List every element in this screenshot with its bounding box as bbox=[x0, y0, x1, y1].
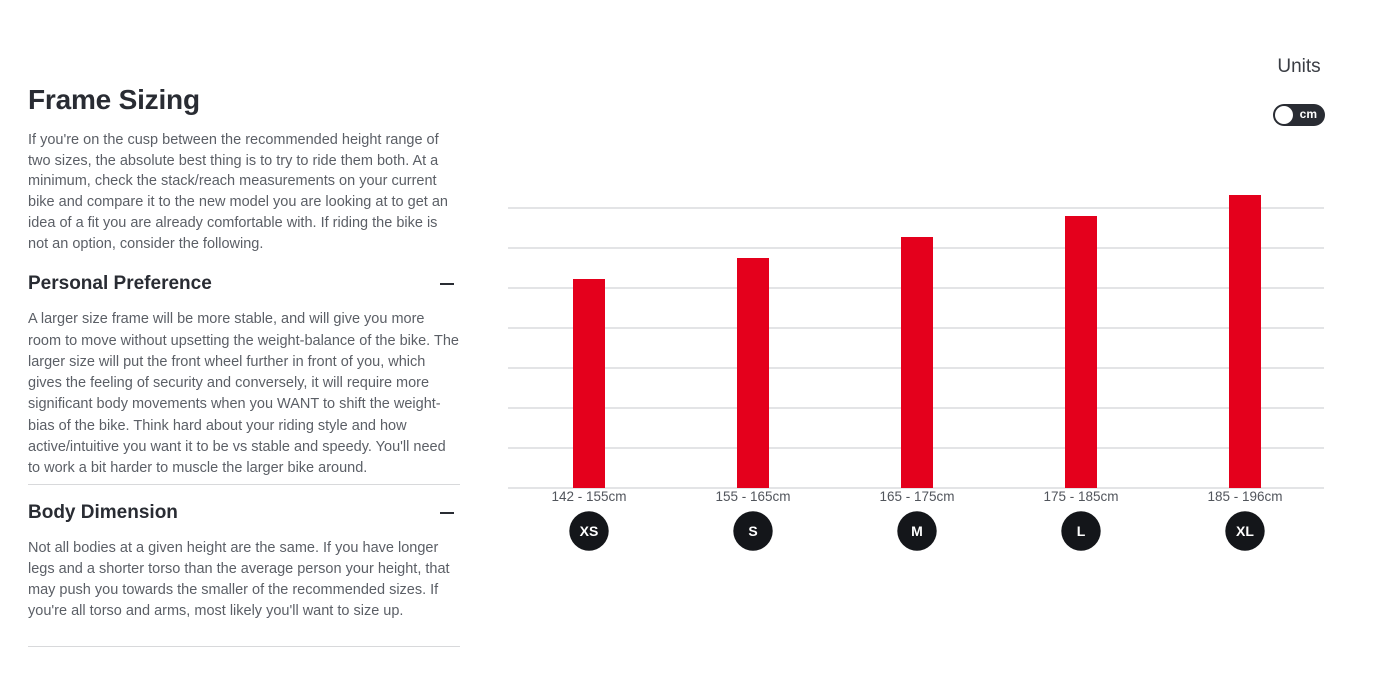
svg-text:S: S bbox=[748, 523, 757, 539]
svg-text:175 - 185cm: 175 - 185cm bbox=[1043, 489, 1118, 504]
svg-text:165 - 175cm: 165 - 175cm bbox=[879, 489, 954, 504]
svg-text:142 - 155cm: 142 - 155cm bbox=[551, 489, 626, 504]
svg-text:XL: XL bbox=[1236, 523, 1254, 539]
svg-text:L: L bbox=[1077, 523, 1086, 539]
svg-text:XS: XS bbox=[580, 523, 599, 539]
svg-text:M: M bbox=[911, 523, 923, 539]
svg-text:155 - 165cm: 155 - 165cm bbox=[715, 489, 790, 504]
svg-text:185 - 196cm: 185 - 196cm bbox=[1207, 489, 1282, 504]
